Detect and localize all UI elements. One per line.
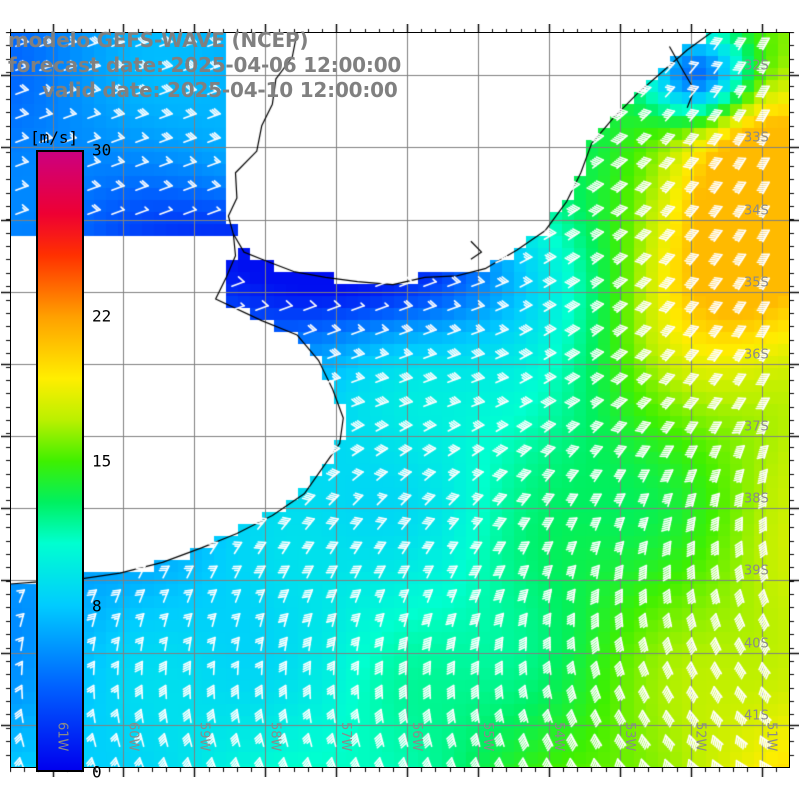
lon-label-54W: 54W: [550, 722, 566, 752]
lat-label-37S: 37S: [744, 419, 769, 435]
lon-label-52W: 52W: [692, 722, 708, 752]
model-title: modelo GEFS-WAVE (NCEP): [8, 28, 309, 52]
map-plot-area[interactable]: [10, 32, 790, 768]
lon-label-56W: 56W: [409, 722, 425, 752]
lat-label-33S: 33S: [744, 130, 769, 146]
lat-label-35S: 35S: [744, 275, 769, 291]
axis-ticks-bottom: [10, 768, 790, 777]
colorbar-tick-15: 15: [92, 451, 112, 471]
colorbar-gradient: [38, 152, 82, 770]
colorbar-tick-30: 30: [92, 140, 112, 160]
lon-label-59W: 59W: [196, 722, 212, 752]
forecast-date-label: forecast date: 2025-04-06 12:00:00: [8, 53, 402, 77]
lon-label-57W: 57W: [338, 722, 354, 752]
colorbar-panel: [m/s] 30 22 15 8 0: [22, 128, 132, 782]
axis-ticks-right: [790, 32, 799, 768]
lat-label-38S: 38S: [744, 491, 769, 507]
title-block: modelo GEFS-WAVE (NCEP) forecast date: 2…: [0, 28, 540, 103]
lat-label-36S: 36S: [744, 347, 769, 363]
lon-label-58W: 58W: [267, 722, 283, 752]
colorbar-tick-22: 22: [92, 306, 112, 326]
lon-label-53W: 53W: [621, 722, 637, 752]
colorbar-units-label: [m/s]: [30, 128, 79, 147]
colorbar-tick-8: 8: [92, 596, 102, 616]
colorbar-box[interactable]: [36, 150, 84, 772]
lon-label-55W: 55W: [480, 722, 495, 752]
wind-field-canvas[interactable]: [10, 32, 790, 768]
lon-label-61W: 61W: [54, 722, 70, 752]
lat-label-32S: 32S: [744, 58, 769, 74]
lat-label-41S: 41S: [744, 708, 769, 724]
lon-label-51W: 51W: [763, 722, 779, 752]
lat-label-40S: 40S: [744, 636, 769, 652]
lon-label-60W: 60W: [125, 722, 141, 752]
axis-ticks-left: [1, 32, 10, 768]
lat-label-39S: 39S: [744, 563, 769, 579]
valid-date-label: valid date: 2025-04-10 12:00:00: [42, 78, 398, 102]
lat-label-34S: 34S: [744, 203, 769, 219]
colorbar-tick-0: 0: [92, 762, 102, 782]
axis-ticks-top: [10, 24, 790, 33]
